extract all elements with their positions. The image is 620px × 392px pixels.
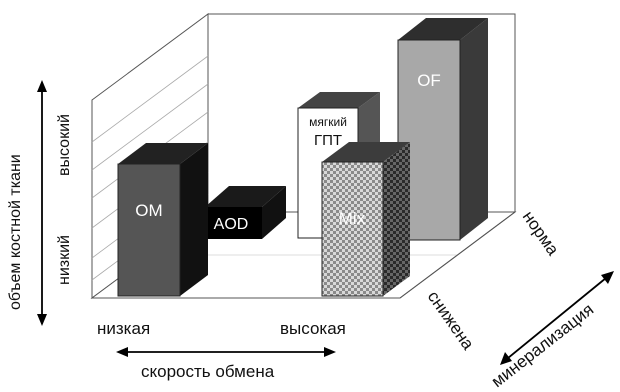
bar-mix: Mix [322,142,410,296]
z-axis-reduced-label: снижена [424,287,478,353]
bar-soft-hpt-label2: ГПТ [314,132,342,149]
z-axis-title: минерализация [488,300,597,391]
y-axis-low-label: низкий [56,235,73,285]
bar-of-label: OF [417,71,441,90]
y-axis-high-label: высокий [56,114,73,176]
x-axis-arrow [116,347,336,357]
x-axis-high-label: высокая [280,319,346,338]
y-axis-arrow [37,80,47,326]
z-axis-normal-label: норма [519,207,563,259]
bar-of: OF [398,18,488,240]
z-axis-arrow [500,271,614,365]
y-axis-title: объем костной ткани [7,154,24,310]
x-axis-low-label: низкая [97,319,150,338]
bar-om: OM [118,143,208,296]
bar-mix-label: Mix [339,209,366,228]
bar-soft-hpt-label: мягкий [309,115,347,129]
bar-om-label: OM [135,201,162,220]
bar-aod-label: AOD [214,216,249,233]
x-axis-title: скорость обмена [141,362,275,381]
